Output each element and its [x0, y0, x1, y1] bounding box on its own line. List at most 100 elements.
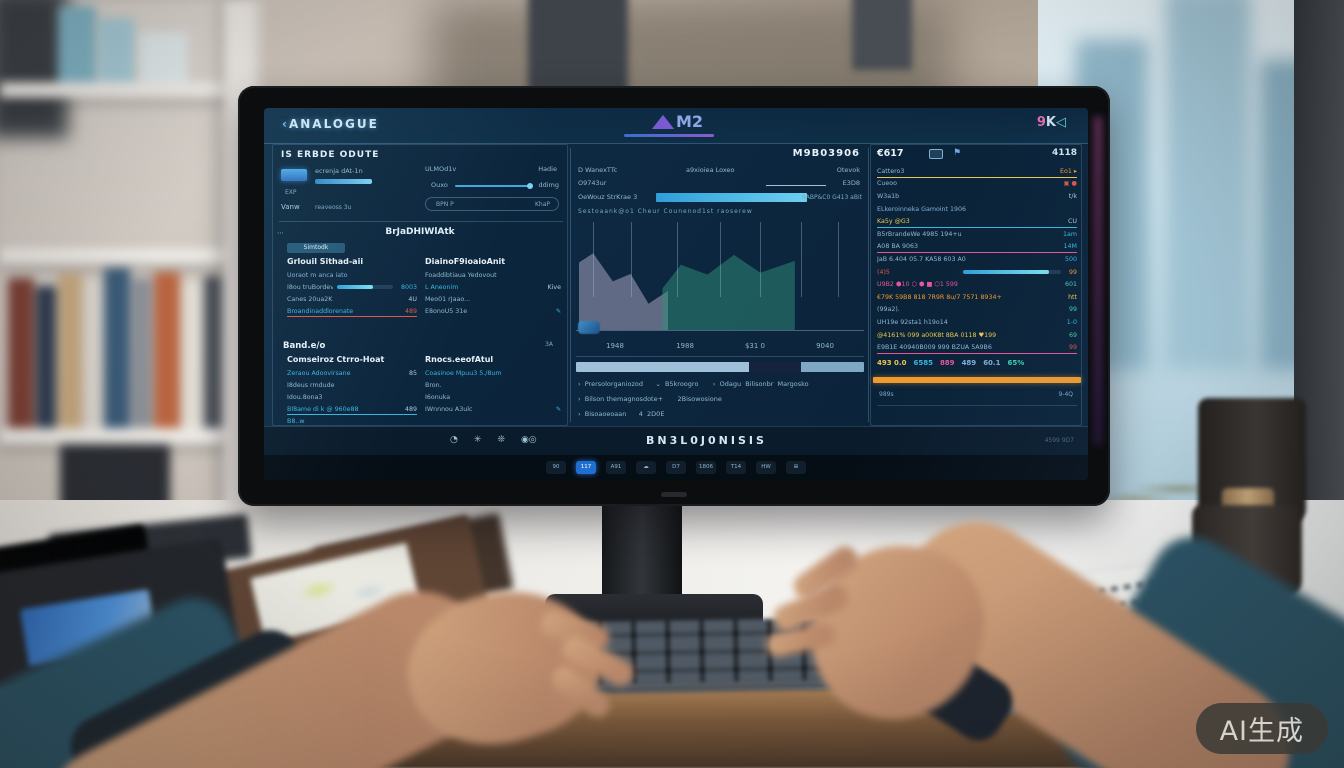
list-item-label: ELkeroinneka Gamoint 1906 — [877, 205, 967, 213]
book-spine — [132, 278, 152, 428]
list-item-label: I8ou truBordevree — [287, 283, 334, 291]
list-item-label: A08 BA 9063 — [877, 243, 918, 251]
list-item[interactable]: I6onuka — [425, 391, 561, 403]
list-item[interactable]: Uoraot m anca iato — [287, 269, 417, 281]
list-item-label: (99a2). — [877, 306, 900, 314]
list-item[interactable]: €79K 59B8 818 7R9R 8u/7 7571 8934+ htt — [877, 291, 1077, 304]
list-item[interactable]: IWnnnou A3ulc ✎ — [425, 403, 561, 415]
cloud-badge-icon[interactable] — [578, 321, 600, 334]
dock-item[interactable]: 90 — [546, 461, 566, 474]
bezel-glow — [1094, 116, 1102, 446]
list-item[interactable]: Cattero3 Eo1 ▸ — [877, 165, 1077, 178]
list-item-label: Ka5y @G3 — [877, 218, 910, 226]
list-item[interactable]: Canes 20ua2K 4U — [287, 293, 417, 305]
list-item[interactable]: W3a1b t/k — [877, 190, 1077, 203]
x-tick-label: $31 0 — [744, 342, 766, 350]
list-item[interactable]: U9B2 ⬢10 ⬡ ⬢ ■ ⬡1 599 601 — [877, 278, 1077, 291]
flag-icon[interactable]: ⚑ — [953, 148, 962, 158]
list-item[interactable]: Ka5y @G3 CU — [877, 215, 1077, 228]
footer-label: 989s — [879, 391, 894, 398]
list-item-label: Meo01 rJaao... — [425, 295, 471, 303]
lower-column-1: Comseiroz Ctrro-Hoat Zeraou Adoovirsane … — [287, 355, 417, 427]
link-row[interactable]: › Bisoaoeoaan 4 2D0E — [578, 410, 665, 418]
dock-item[interactable]: A91 — [606, 461, 626, 474]
list-item[interactable]: Cueoo ▣ ● — [877, 178, 1077, 191]
stat-label: Vanw — [281, 203, 300, 211]
dock-item[interactable]: ☁ — [636, 461, 656, 474]
list-item[interactable]: B5rBrandeWe 4985 194+u 1am — [877, 228, 1077, 241]
list-item-label: Foaddibtiaua Yedovout — [425, 271, 497, 279]
corner-brand-k: K — [1045, 115, 1056, 130]
orange-status-bar — [873, 377, 1081, 383]
book-spine — [58, 273, 82, 428]
footer-icon[interactable]: ◔ — [450, 435, 458, 445]
list-item-value: Kive — [547, 283, 561, 291]
footer-icon[interactable]: ❊ — [497, 435, 505, 445]
shelf-board — [0, 248, 256, 264]
list-item[interactable]: (4)5 99 — [877, 266, 1077, 279]
filter-chip[interactable]: Simtodk — [287, 243, 345, 253]
section-value: 3A — [545, 341, 553, 348]
left-panel-title: IS ERBDE ODUTE — [281, 150, 380, 160]
app-logo[interactable]: ‹ANALOGUE — [282, 117, 379, 131]
footer-value: 9-4Q — [1058, 391, 1073, 398]
book-spine — [104, 268, 130, 428]
overflow-dots[interactable]: ⋯ — [277, 229, 284, 237]
list-item[interactable]: Broandinaddlorenate 489 — [287, 305, 417, 317]
dock-item[interactable]: ⊞ — [786, 461, 806, 474]
list-item-value: 489 — [404, 405, 417, 413]
list-item[interactable]: Meo01 rJaao... — [425, 293, 561, 305]
list-item-value: ✎ — [555, 307, 561, 315]
list-item-label: B8..w — [287, 417, 305, 425]
chart-dropline — [630, 222, 632, 298]
list-item[interactable]: (99a2). 99 — [877, 304, 1077, 317]
stacked-progress-bar — [576, 362, 864, 372]
card-icon[interactable] — [929, 149, 943, 159]
list-item-value: CU — [1067, 218, 1077, 226]
stat-rule — [766, 185, 826, 186]
dock-item[interactable]: T14 — [726, 461, 746, 474]
column-heading: Comseiroz Ctrro-Hoat — [287, 355, 385, 364]
list-item-value: 99 — [1068, 344, 1077, 352]
dock-item[interactable]: HW — [756, 461, 776, 474]
list-item[interactable]: E9B1E 40940B009 999 BZUA 5A9B6 99 — [877, 341, 1077, 354]
list-item[interactable]: Idou.8ona3 — [287, 391, 417, 403]
list-item[interactable]: JaB 6.404 05.7 KA58 603 A0 500 — [877, 253, 1077, 266]
footer-icon[interactable]: ◉◎ — [520, 435, 537, 445]
list-item[interactable]: A08 BA 9063 14M — [877, 241, 1077, 254]
list-item[interactable]: Bl8ame di k @ 960e88 489 — [287, 403, 417, 415]
list-item[interactable]: Zeraou Adoovirsane 85 — [287, 367, 417, 379]
inline-bar-fill — [337, 285, 373, 289]
list-item[interactable]: Foaddibtiaua Yedovout — [425, 269, 561, 281]
progress-bar — [656, 193, 807, 202]
stat-label: a9xioiea Loxeo — [686, 166, 735, 174]
list-item-label: UH19e 92sta1 h19o14 — [877, 318, 948, 326]
list-item[interactable]: Coasinoe Mpuu3 5./8um — [425, 367, 561, 379]
link-row[interactable]: › Bilson themagnosdote+ 2Bisowosione — [578, 395, 722, 403]
list-item[interactable]: Bron. — [425, 379, 561, 391]
list-item[interactable]: I8ou truBordevree 8003 — [287, 281, 417, 293]
dock-item[interactable]: 117 — [576, 461, 596, 474]
list-item-label: B5rBrandeWe 4985 194+u — [877, 230, 962, 238]
amount-value: €617 — [877, 148, 904, 159]
book-spine — [84, 280, 102, 428]
list-item[interactable]: E8onoU5 31e ✎ — [425, 305, 561, 317]
slider[interactable] — [455, 183, 533, 189]
dock-item[interactable]: D7 — [666, 461, 686, 474]
summary-stat: 889 — [939, 359, 955, 367]
list-item[interactable]: I8deus rmdude — [287, 379, 417, 391]
list-item[interactable]: B8..w — [287, 415, 417, 427]
dock-item[interactable]: 1806 — [696, 461, 716, 474]
footer-icon[interactable]: ✳ — [473, 435, 482, 445]
summary-stat: 6585 — [913, 359, 933, 367]
input-pill[interactable]: BPN P KhaP — [425, 197, 559, 211]
lower-list: Zeraou Adoovirsane 85 I8deus rmdude — [287, 367, 417, 427]
link-row[interactable]: › Prersolorganiozod ⌄ B5kroogro › Odagu … — [578, 380, 809, 388]
divider — [279, 221, 563, 222]
list-item[interactable]: L Aneonim Kive — [425, 281, 561, 293]
list-item[interactable]: ELkeroinneka Gamoint 1906 — [877, 203, 1077, 216]
card-icon[interactable] — [281, 169, 307, 181]
list-item[interactable]: @4161% 099 a00K8t 8BA 0118 ♥199 69 — [877, 329, 1077, 342]
list-item[interactable]: UH19e 92sta1 h19o14 1-0 — [877, 316, 1077, 329]
